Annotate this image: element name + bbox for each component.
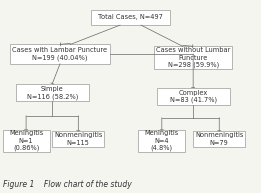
FancyBboxPatch shape — [154, 46, 232, 69]
Text: Cases without Lumbar
Puncture
N=298 (59.9%): Cases without Lumbar Puncture N=298 (59.… — [156, 47, 230, 68]
FancyBboxPatch shape — [91, 10, 170, 25]
Text: Figure 1    Flow chart of the study: Figure 1 Flow chart of the study — [3, 180, 131, 189]
FancyBboxPatch shape — [10, 44, 110, 64]
Text: Nonmeningitis
N=79: Nonmeningitis N=79 — [195, 132, 244, 146]
Text: Meningitis
N=1
(0.86%): Meningitis N=1 (0.86%) — [9, 130, 43, 151]
Text: Cases with Lambar Puncture
N=199 (40.04%): Cases with Lambar Puncture N=199 (40.04%… — [13, 47, 108, 61]
FancyBboxPatch shape — [3, 130, 50, 152]
FancyBboxPatch shape — [52, 131, 104, 147]
FancyBboxPatch shape — [16, 84, 89, 101]
Text: Total Cases, N=497: Total Cases, N=497 — [98, 14, 163, 20]
FancyBboxPatch shape — [193, 131, 245, 147]
Text: Simple
N=116 (58.2%): Simple N=116 (58.2%) — [27, 86, 78, 100]
FancyBboxPatch shape — [157, 88, 230, 105]
Text: Complex
N=83 (41.7%): Complex N=83 (41.7%) — [170, 90, 217, 103]
FancyBboxPatch shape — [138, 130, 185, 152]
Text: Nonmeningitis
N=115: Nonmeningitis N=115 — [54, 132, 103, 146]
Text: Meningitis
N=4
(4.8%): Meningitis N=4 (4.8%) — [145, 130, 179, 151]
